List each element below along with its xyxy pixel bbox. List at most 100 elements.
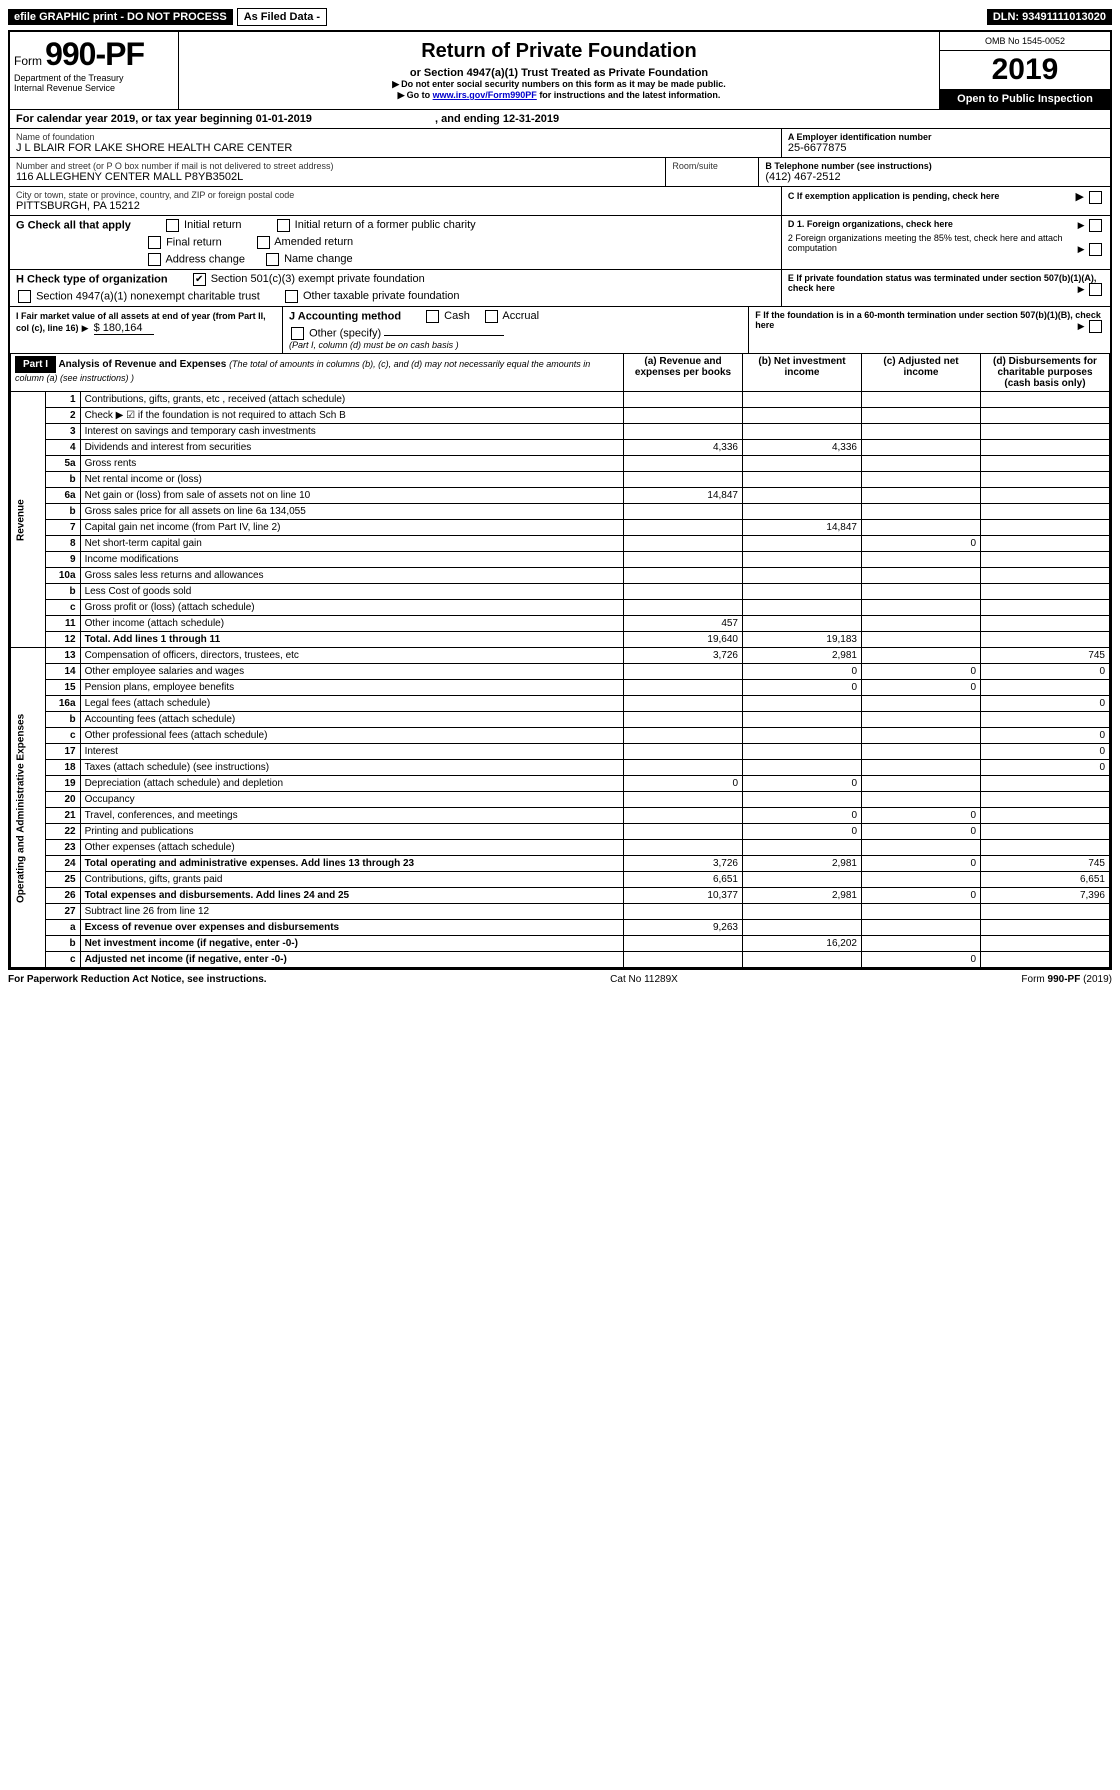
h-501c3[interactable] (193, 273, 206, 286)
table-row: Operating and Administrative Expenses13C… (11, 648, 1110, 664)
table-row: 10aGross sales less returns and allowanc… (11, 568, 1110, 584)
line-desc: Occupancy (80, 792, 623, 808)
g-name[interactable] (266, 253, 279, 266)
form-id-col: Form 990-PF Department of the Treasury I… (10, 32, 179, 109)
part1-header-row: Part I Analysis of Revenue and Expenses … (11, 354, 1110, 392)
cell-a (624, 536, 743, 552)
cell-a (624, 504, 743, 520)
cell-a (624, 584, 743, 600)
g-amended[interactable] (257, 236, 270, 249)
cell-c: 0 (862, 888, 981, 904)
cell-b (743, 392, 862, 408)
cell-d (981, 824, 1110, 840)
cell-a: 3,726 (624, 856, 743, 872)
line-number: 18 (45, 760, 80, 776)
irs-link[interactable]: www.irs.gov/Form990PF (433, 90, 537, 100)
c-checkbox[interactable] (1089, 191, 1102, 204)
line-number: 10a (45, 568, 80, 584)
cell-d: 0 (981, 696, 1110, 712)
cell-c (862, 872, 981, 888)
line-desc: Interest on savings and temporary cash i… (80, 424, 623, 440)
cell-a (624, 696, 743, 712)
cell-b (743, 760, 862, 776)
cell-d (981, 424, 1110, 440)
table-row: 25Contributions, gifts, grants paid6,651… (11, 872, 1110, 888)
f-checkbox[interactable] (1089, 320, 1102, 333)
cell-b: 19,183 (743, 632, 862, 648)
cell-d (981, 616, 1110, 632)
i-value: $ 180,164 (94, 322, 154, 335)
line-number: 24 (45, 856, 80, 872)
line-desc: Dividends and interest from securities (80, 440, 623, 456)
cell-c (862, 408, 981, 424)
cell-d (981, 808, 1110, 824)
header-bar: efile GRAPHIC print - DO NOT PROCESS As … (8, 8, 1112, 26)
g-initial-former[interactable] (277, 219, 290, 232)
cell-a (624, 520, 743, 536)
h-4947[interactable] (18, 290, 31, 303)
g-opt5: Name change (284, 253, 353, 265)
j-cash[interactable] (426, 310, 439, 323)
form-frame: Form 990-PF Department of the Treasury I… (8, 30, 1112, 970)
j-accrual[interactable] (485, 310, 498, 323)
d1-checkbox[interactable] (1089, 219, 1102, 232)
cell-b (743, 424, 862, 440)
cell-a (624, 792, 743, 808)
g-opt1: Initial return of a former public charit… (295, 219, 476, 231)
note1: Do not enter social security numbers on … (185, 79, 933, 90)
table-row: bNet investment income (if negative, ent… (11, 936, 1110, 952)
cell-c: 0 (862, 664, 981, 680)
line-desc: Other professional fees (attach schedule… (80, 728, 623, 744)
line-desc: Other employee salaries and wages (80, 664, 623, 680)
g-address[interactable] (148, 253, 161, 266)
cell-a (624, 760, 743, 776)
h-opt3: Other taxable private foundation (303, 290, 460, 302)
j-other-label: Other (specify) (309, 327, 381, 339)
table-row: 24Total operating and administrative exp… (11, 856, 1110, 872)
line-desc: Travel, conferences, and meetings (80, 808, 623, 824)
line-number: 21 (45, 808, 80, 824)
cell-b (743, 872, 862, 888)
line-number: a (45, 920, 80, 936)
line-desc: Net gain or (loss) from sale of assets n… (80, 488, 623, 504)
cell-b: 0 (743, 824, 862, 840)
e-checkbox[interactable] (1089, 283, 1102, 296)
line-number: 8 (45, 536, 80, 552)
d2-checkbox[interactable] (1089, 243, 1102, 256)
table-row: 2Check ▶ ☑ if the foundation is not requ… (11, 408, 1110, 424)
g-opt3: Amended return (274, 236, 353, 248)
irs: Internal Revenue Service (14, 83, 174, 93)
cell-d (981, 584, 1110, 600)
cell-c (862, 648, 981, 664)
j-other[interactable] (291, 327, 304, 340)
dln-tag: DLN: 93491111013020 (987, 9, 1112, 25)
cell-c (862, 712, 981, 728)
line-desc: Contributions, gifts, grants paid (80, 872, 623, 888)
line-desc: Income modifications (80, 552, 623, 568)
cell-a: 9,263 (624, 920, 743, 936)
cell-b: 0 (743, 680, 862, 696)
h-e-row: H Check type of organization Section 501… (10, 269, 1110, 306)
name-label: Name of foundation (16, 132, 775, 142)
table-row: 15Pension plans, employee benefits00 (11, 680, 1110, 696)
table-row: 23Other expenses (attach schedule) (11, 840, 1110, 856)
cell-c (862, 552, 981, 568)
cell-a (624, 552, 743, 568)
note2-prefix: Go to (398, 90, 433, 100)
table-row: bAccounting fees (attach schedule) (11, 712, 1110, 728)
cell-d (981, 936, 1110, 952)
part1-title: Analysis of Revenue and Expenses (58, 359, 226, 370)
table-row: 21Travel, conferences, and meetings00 (11, 808, 1110, 824)
cell-d (981, 952, 1110, 968)
cell-b: 0 (743, 664, 862, 680)
line-number: 26 (45, 888, 80, 904)
cell-b (743, 792, 862, 808)
form-number: 990-PF (45, 36, 144, 72)
cell-c (862, 440, 981, 456)
g-initial[interactable] (166, 219, 179, 232)
h-other-tax[interactable] (285, 290, 298, 303)
g-final[interactable] (148, 236, 161, 249)
table-row: cOther professional fees (attach schedul… (11, 728, 1110, 744)
table-row: bGross sales price for all assets on lin… (11, 504, 1110, 520)
cell-c (862, 632, 981, 648)
